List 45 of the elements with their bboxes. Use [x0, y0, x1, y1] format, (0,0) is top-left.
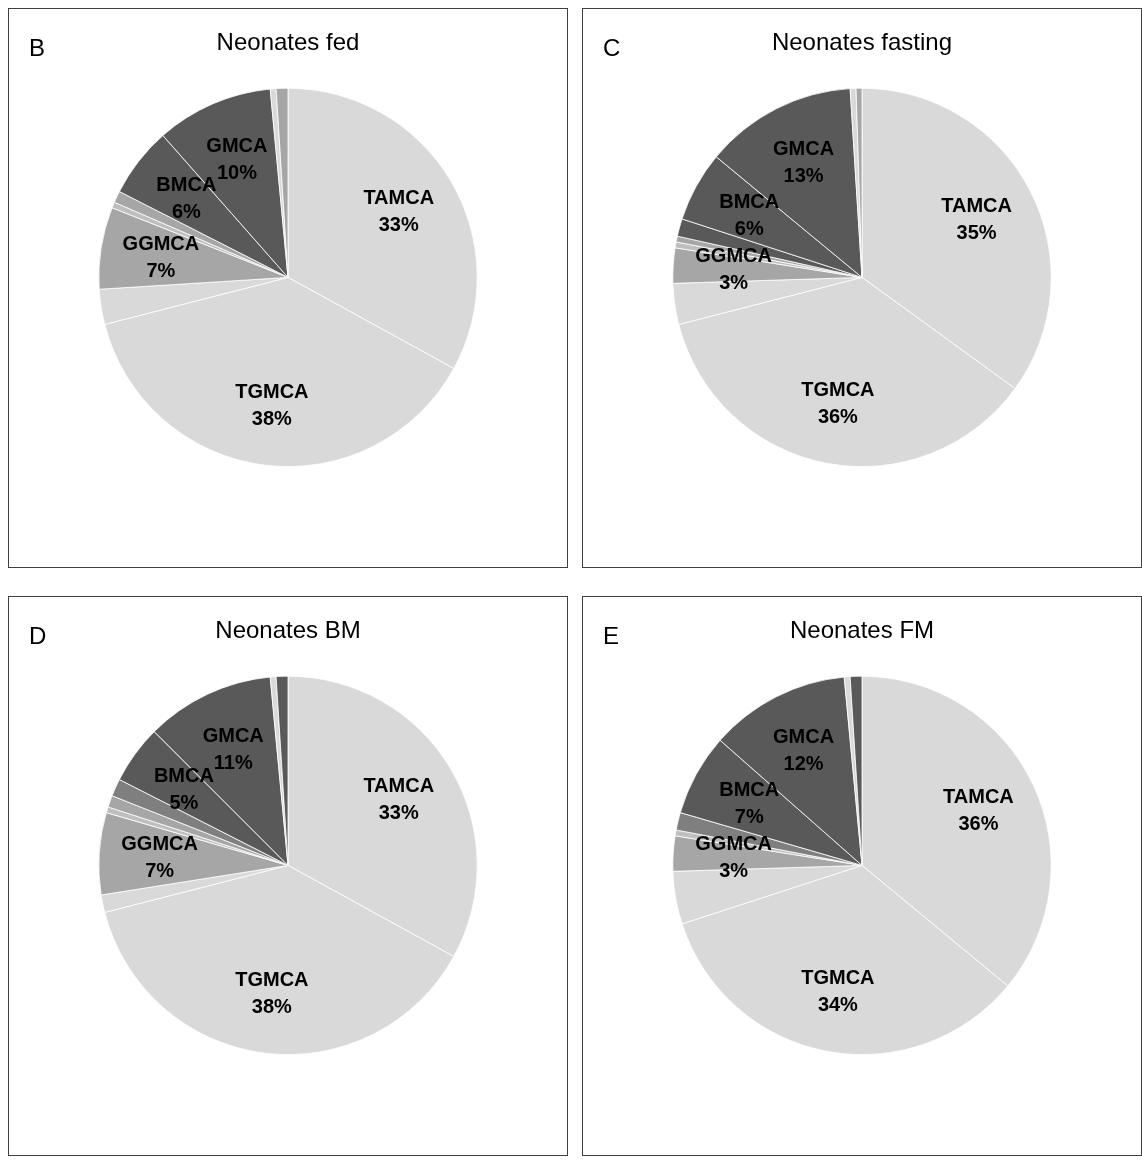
text: E — [603, 621, 620, 649]
data-label: 36% — [817, 405, 859, 428]
chart-title: Neonates FM — [789, 616, 935, 644]
text: C — [603, 33, 621, 61]
slice-label: TAMCA — [363, 186, 435, 209]
chart-title: Neonates fed — [216, 28, 360, 56]
slice-label: GMCA — [773, 137, 835, 160]
data-label: 7% — [145, 858, 175, 881]
data-label: 7% — [146, 258, 176, 281]
text: B — [29, 33, 46, 61]
data-label: 3% — [719, 270, 749, 293]
slice-label: TAMCA — [943, 785, 1014, 808]
data-label: 34% — [817, 993, 859, 1016]
data-label: 3% — [719, 858, 749, 881]
slice-label: TGMCA — [235, 379, 309, 402]
slice-label: GGMCA — [122, 231, 200, 254]
slice-label: GMCA — [773, 725, 835, 748]
data-label: 10% — [216, 160, 258, 183]
data-label: 7% — [734, 804, 764, 827]
data-label: 6% — [171, 200, 202, 223]
data-label: 12% — [783, 752, 824, 775]
slice-label: GGMCA — [121, 831, 198, 854]
data-label: 33% — [378, 801, 419, 824]
chart-title: Neonates fasting — [771, 28, 953, 56]
slice-label: TAMCA — [941, 193, 1012, 216]
slice-label: BMCA — [719, 777, 780, 800]
slice-label: TGMCA — [801, 378, 875, 401]
slice-label: GMCA — [202, 723, 264, 746]
slice-label: GMCA — [206, 133, 268, 156]
data-label: 36% — [958, 812, 999, 835]
text: D — [29, 621, 47, 649]
data-label: 35% — [956, 220, 997, 243]
slice-label: GGMCA — [695, 831, 772, 854]
slice-label: TAMCA — [363, 774, 435, 797]
slice-label: TGMCA — [801, 966, 875, 989]
data-label: 33% — [378, 213, 419, 236]
chart-title: Neonates BM — [215, 616, 361, 644]
data-label: 11% — [213, 750, 253, 773]
slice-label: GGMCA — [695, 243, 772, 266]
slice-label: TGMCA — [235, 967, 309, 990]
data-label: 38% — [251, 994, 293, 1017]
data-label: 6% — [734, 216, 764, 239]
data-label: 38% — [251, 406, 293, 429]
data-label: 5% — [169, 791, 199, 814]
data-label: 13% — [783, 164, 824, 187]
